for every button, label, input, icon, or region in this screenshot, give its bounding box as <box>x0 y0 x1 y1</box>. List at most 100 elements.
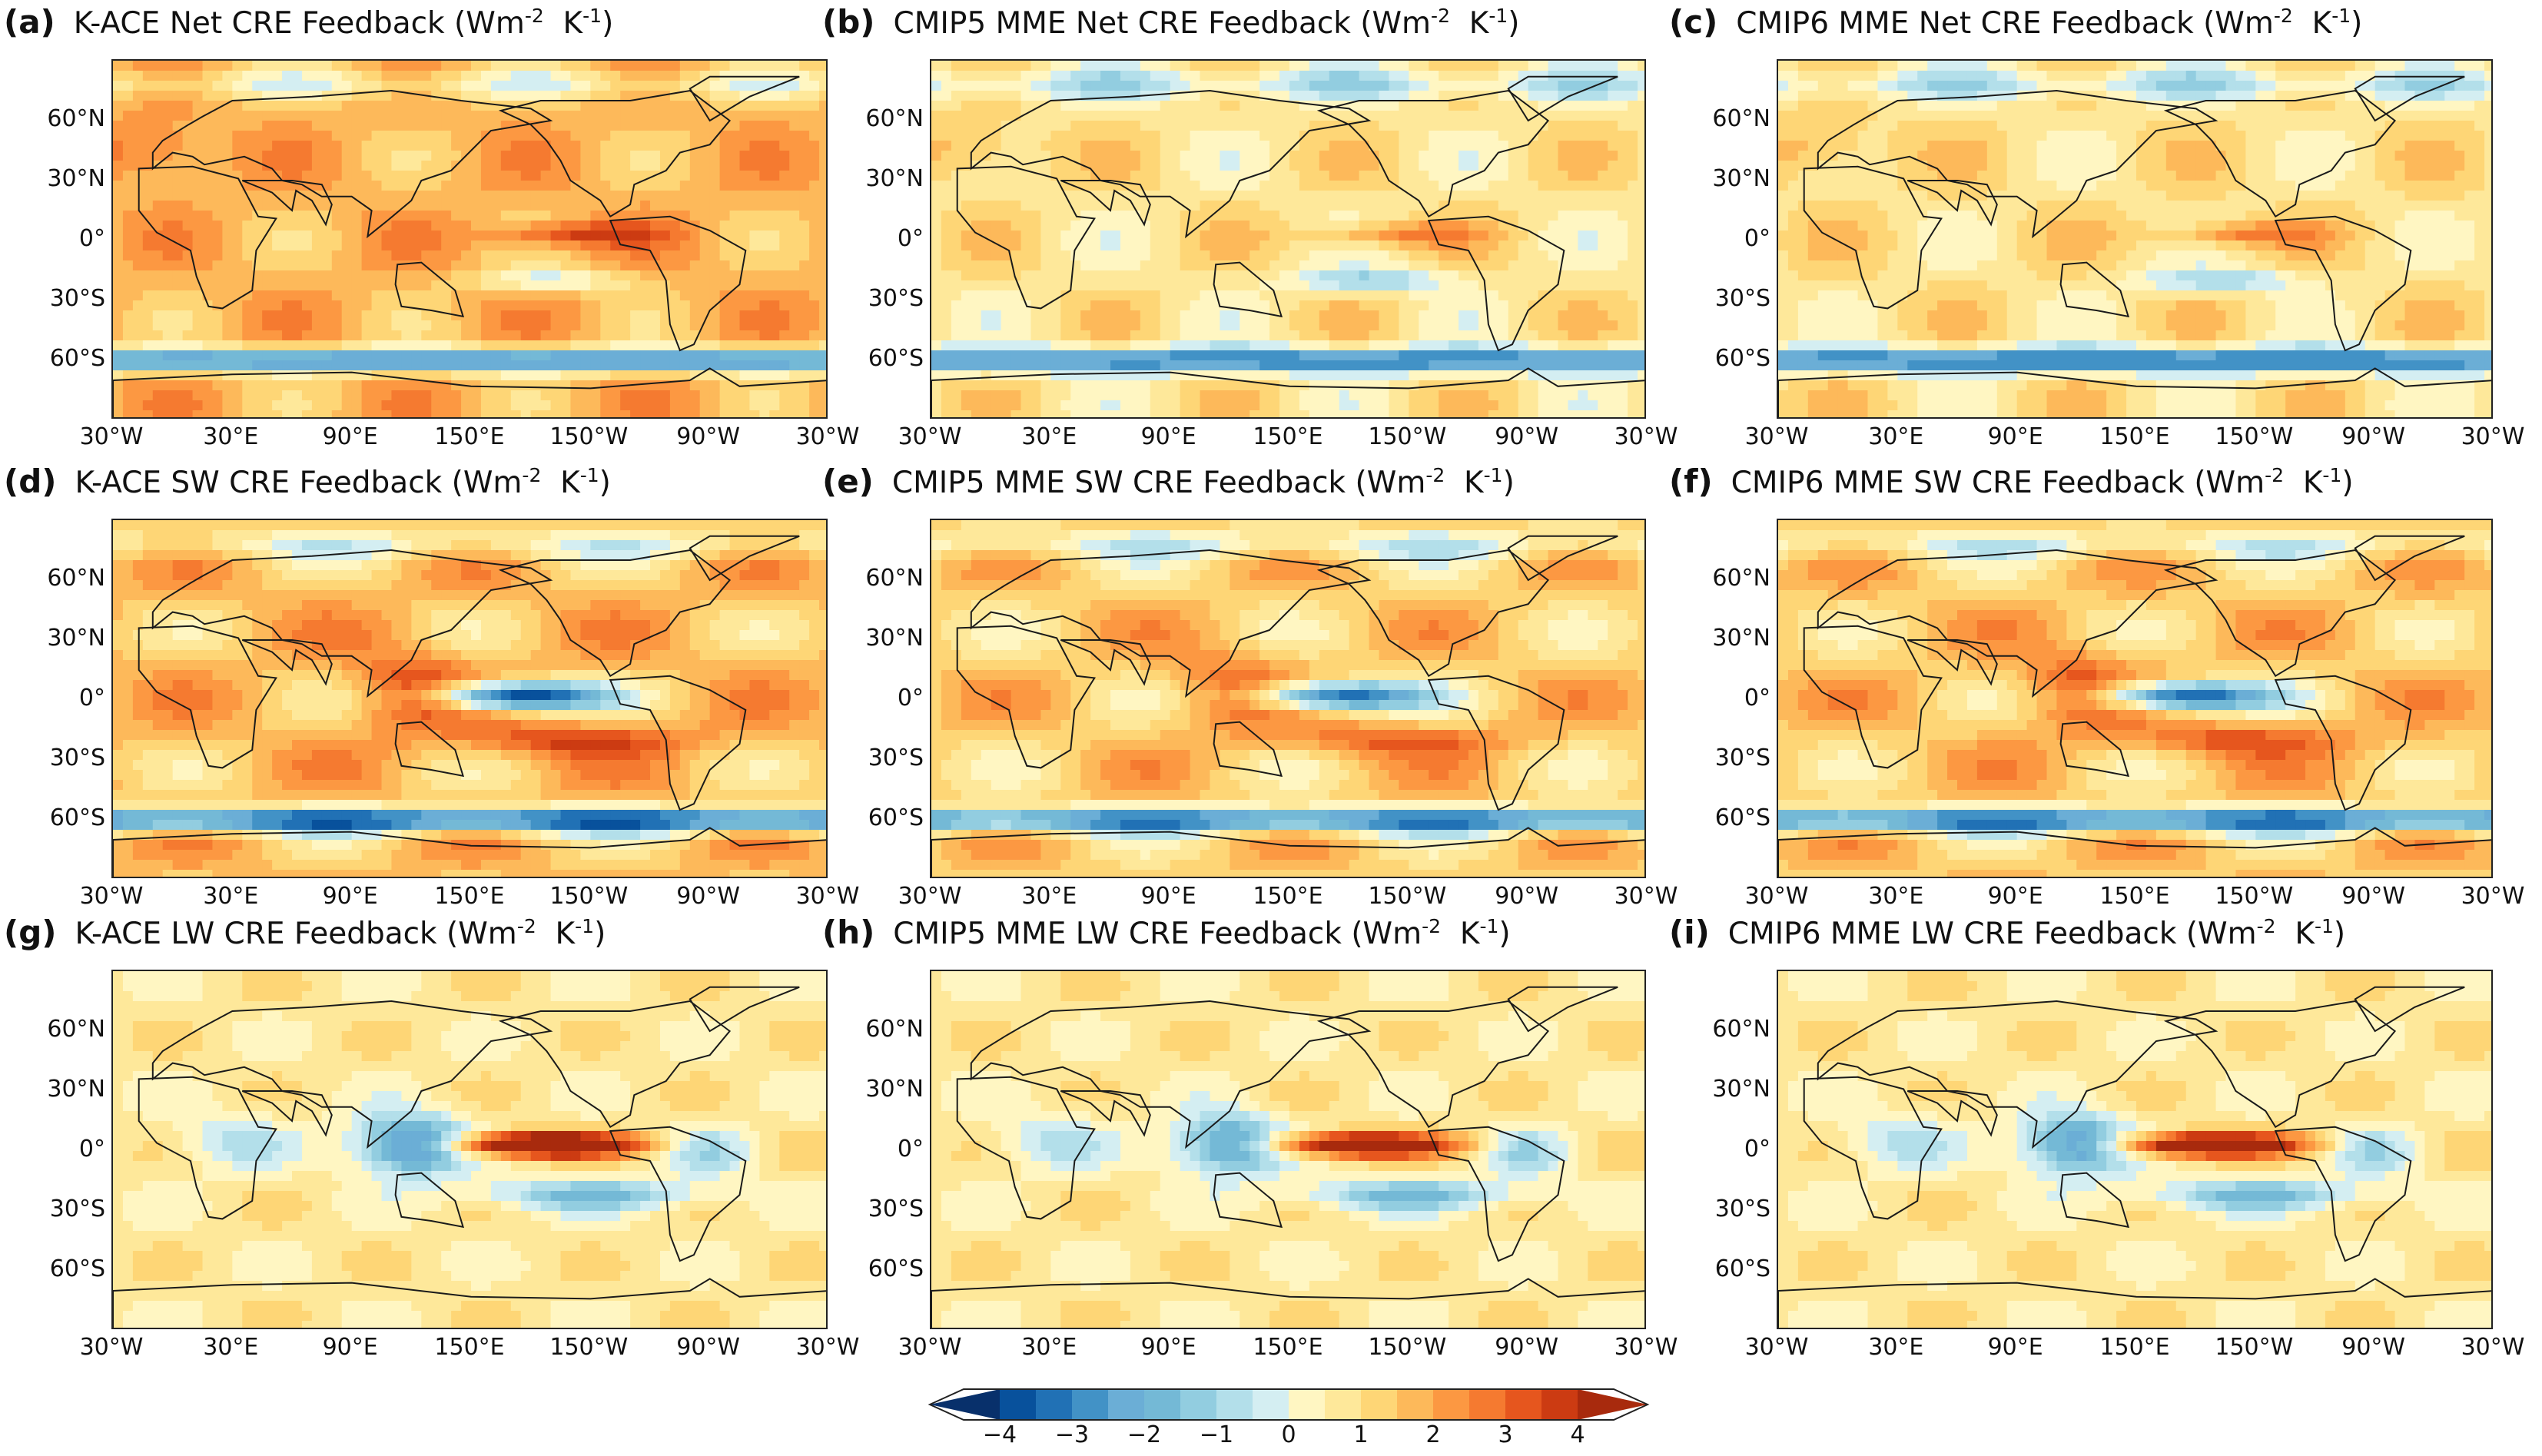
field-cell <box>1210 280 1220 291</box>
field-cell <box>709 250 721 261</box>
field-cell <box>520 71 532 81</box>
field-cell <box>699 350 711 361</box>
field-cell <box>689 240 701 251</box>
field-cell <box>1040 370 1051 381</box>
field-cell <box>630 280 641 291</box>
field-cell <box>570 270 581 281</box>
field-cell <box>1488 151 1499 161</box>
field-cell <box>1458 191 1469 201</box>
field-cell <box>1249 240 1260 251</box>
field-cell <box>351 400 363 411</box>
field-cell <box>461 61 472 71</box>
field-cell <box>1259 151 1270 161</box>
field-cell <box>520 410 532 417</box>
field-cell <box>1140 360 1151 371</box>
field-cell <box>1210 181 1220 191</box>
field-cell <box>451 121 462 131</box>
field-cell <box>1299 161 1310 171</box>
field-cell <box>361 171 373 181</box>
field-cell <box>113 360 124 371</box>
field-cell <box>1140 270 1151 281</box>
field-cell <box>132 231 144 241</box>
field-cell <box>1349 231 1360 241</box>
field-cell <box>1170 320 1181 331</box>
field-cell <box>570 400 581 411</box>
field-cell <box>252 61 263 71</box>
field-cell <box>510 400 522 411</box>
field-cell <box>1220 310 1230 321</box>
field-cell <box>620 360 631 371</box>
field-cell <box>719 240 731 251</box>
field-cell <box>1050 260 1061 271</box>
field-cell <box>1598 211 1608 221</box>
field-cell <box>1449 350 1459 361</box>
field-cell <box>1628 300 1638 311</box>
field-cell <box>769 61 780 71</box>
field-cell <box>451 380 462 391</box>
field-cell <box>1329 240 1340 251</box>
field-cell <box>1309 131 1320 141</box>
field-cell <box>292 400 303 411</box>
field-cell <box>1389 231 1399 241</box>
field-cell <box>232 240 243 251</box>
field-cell <box>212 290 223 301</box>
field-cell <box>490 161 502 171</box>
field-cell <box>669 410 681 417</box>
field-cell <box>1220 111 1230 121</box>
field-cell <box>1249 71 1260 81</box>
field-cell <box>729 111 741 121</box>
field-cell <box>1160 231 1171 241</box>
field-cell <box>1409 320 1419 331</box>
field-cell <box>391 161 402 171</box>
field-cell <box>1170 221 1181 231</box>
field-cell <box>391 320 402 331</box>
field-cell <box>381 360 393 371</box>
field-cell <box>252 290 263 301</box>
field-cell <box>1150 240 1161 251</box>
field-cell <box>1190 151 1201 161</box>
field-cell <box>401 320 412 331</box>
field-cell <box>202 91 214 101</box>
field-cell <box>252 81 263 91</box>
field-cell <box>540 370 552 381</box>
field-cell <box>1130 151 1141 161</box>
field-cell <box>411 231 422 241</box>
field-cell <box>301 340 313 351</box>
field-cell <box>471 260 482 271</box>
field-cell <box>152 310 164 321</box>
field-cell <box>689 111 701 121</box>
field-cell <box>461 201 472 211</box>
field-cell <box>1458 310 1469 321</box>
field-cell <box>1040 250 1051 261</box>
field-cell <box>650 290 661 301</box>
field-cell <box>1399 240 1409 251</box>
field-cell <box>341 410 353 417</box>
field-cell <box>113 290 124 301</box>
field-cell <box>1458 340 1469 351</box>
field-cell <box>1200 131 1211 141</box>
field-cell <box>1010 330 1022 341</box>
field-cell <box>679 181 691 191</box>
field-cell <box>650 151 661 161</box>
field-cell <box>1110 61 1121 71</box>
field-cell <box>1439 61 1449 71</box>
field-cell <box>1279 211 1290 221</box>
field-cell <box>580 181 591 191</box>
field-cell <box>941 240 952 251</box>
field-cell <box>1558 121 1569 131</box>
field-cell <box>471 171 482 181</box>
field-cell <box>1369 161 1380 171</box>
field-cell <box>719 320 731 331</box>
field-cell <box>1449 131 1459 141</box>
field-cell <box>301 231 313 241</box>
field-cell <box>640 300 651 311</box>
field-cell <box>381 181 393 191</box>
field-cell <box>971 360 982 371</box>
field-cell <box>1578 231 1588 241</box>
field-cell <box>1269 250 1280 261</box>
field-cell <box>1578 211 1588 221</box>
field-cell <box>1200 141 1211 151</box>
field-cell <box>1349 141 1360 151</box>
field-cell <box>1498 91 1509 101</box>
field-cell <box>1190 250 1201 261</box>
